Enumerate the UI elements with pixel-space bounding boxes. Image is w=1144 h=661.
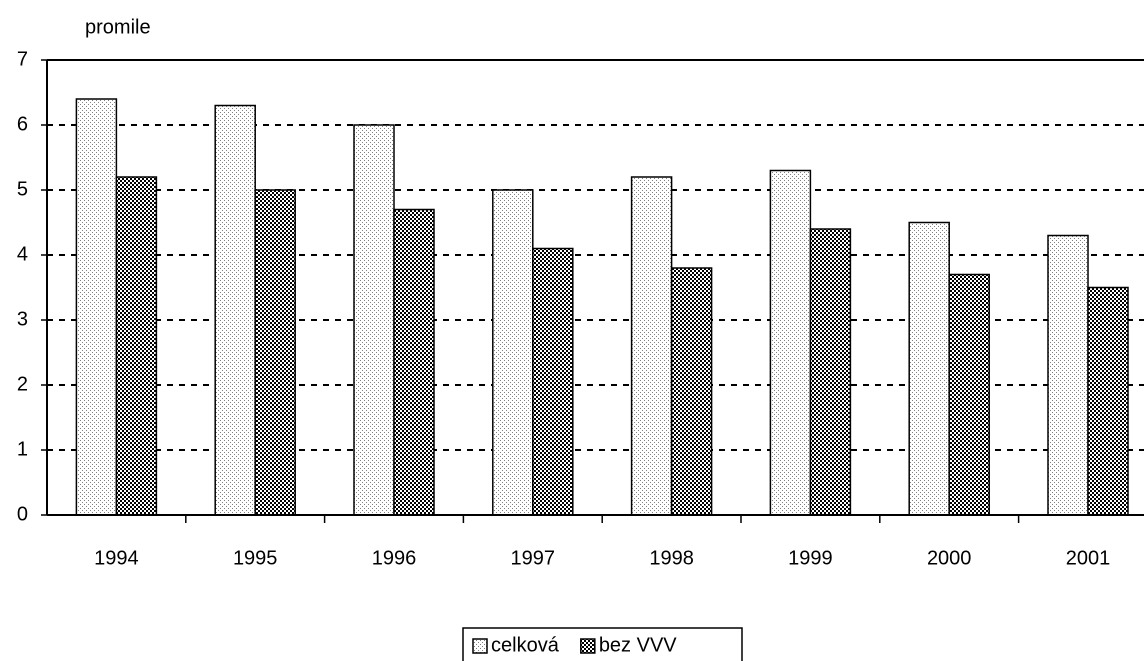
x-tick-label: 1997 — [511, 547, 556, 569]
bar — [1047, 234, 1089, 516]
x-tick-label: 1995 — [233, 547, 278, 569]
legend-swatch — [472, 638, 488, 654]
y-tick-label: 1 — [17, 438, 28, 460]
x-tick-label: 1996 — [372, 547, 417, 569]
x-tick-label: 1994 — [94, 547, 139, 569]
legend-box — [462, 627, 743, 661]
y-tick-label: 2 — [17, 373, 28, 395]
bar — [948, 273, 990, 516]
bar — [809, 228, 852, 516]
bar — [670, 267, 713, 516]
bar — [353, 124, 395, 516]
y-tick-label: 6 — [17, 113, 28, 135]
legend: celková bez VVV — [462, 627, 743, 661]
bar — [115, 176, 158, 516]
bar — [393, 208, 435, 516]
legend-swatch — [580, 638, 596, 654]
bar — [254, 189, 296, 516]
y-tick-label: 0 — [17, 503, 28, 525]
y-tick-label: 4 — [17, 243, 28, 265]
bar — [630, 176, 673, 516]
y-tick-label: 7 — [17, 48, 28, 70]
x-tick-label: 1998 — [649, 547, 694, 569]
x-tick-label: 2000 — [927, 547, 972, 569]
y-tick-label: 5 — [17, 178, 28, 200]
bar — [769, 169, 812, 516]
legend-label: celková — [491, 634, 560, 656]
y-tick-label: 3 — [17, 308, 28, 330]
y-axis-label: promile — [85, 16, 151, 38]
bar — [492, 189, 534, 516]
bar — [532, 247, 574, 516]
legend-label: bez VVV — [599, 634, 677, 656]
bar — [214, 104, 256, 516]
x-tick-label: 1999 — [788, 547, 833, 569]
bar — [75, 98, 118, 516]
bar — [908, 221, 950, 516]
x-tick-label: 2001 — [1066, 547, 1111, 569]
bar — [1087, 286, 1129, 516]
